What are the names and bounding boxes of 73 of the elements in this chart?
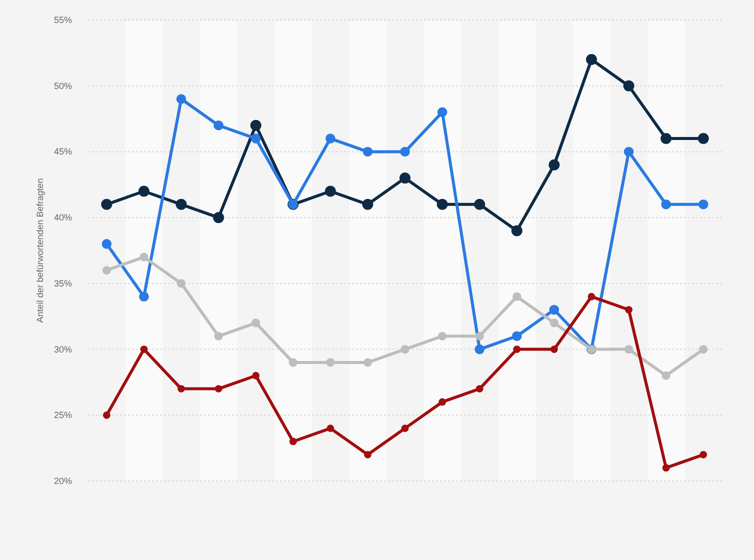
point <box>660 133 672 144</box>
point <box>324 186 336 197</box>
point <box>102 411 110 419</box>
point <box>549 304 560 315</box>
point <box>586 54 597 66</box>
point <box>475 332 484 340</box>
point <box>624 344 634 354</box>
point <box>176 279 186 288</box>
point <box>289 438 297 446</box>
point <box>588 292 596 300</box>
point <box>400 344 410 354</box>
y-axis-title: Anteil der befürwortenden Befragten <box>35 178 45 323</box>
point <box>474 198 486 210</box>
point <box>511 225 522 236</box>
point <box>438 398 446 406</box>
point <box>698 133 709 144</box>
point <box>326 424 334 432</box>
point <box>437 107 448 118</box>
point <box>548 159 560 170</box>
point <box>102 239 112 249</box>
point <box>700 450 708 458</box>
point <box>176 198 187 210</box>
y-tick-label: 55% <box>54 15 72 25</box>
point <box>326 358 335 367</box>
point <box>362 146 373 157</box>
point <box>550 346 558 353</box>
y-tick-label: 45% <box>54 146 72 157</box>
point <box>213 212 224 224</box>
y-tick-label: 20% <box>54 476 72 486</box>
y-tick-label: 30% <box>54 344 72 354</box>
point <box>400 146 410 157</box>
point <box>214 120 224 130</box>
point <box>362 198 374 210</box>
point <box>250 134 261 144</box>
point <box>326 134 336 144</box>
y-tick-label: 35% <box>54 278 72 288</box>
point <box>512 292 522 301</box>
y-tick-label: 50% <box>54 80 72 91</box>
point <box>214 385 222 392</box>
point <box>436 198 448 210</box>
point <box>662 464 670 472</box>
point <box>101 198 112 210</box>
point <box>214 332 223 340</box>
point <box>363 358 372 367</box>
point <box>698 200 708 210</box>
point <box>550 318 558 328</box>
point <box>364 450 372 458</box>
point <box>512 331 522 342</box>
point <box>102 266 111 275</box>
point <box>623 80 634 92</box>
point <box>400 172 410 184</box>
point <box>699 344 708 354</box>
point <box>624 146 634 157</box>
point <box>476 385 484 392</box>
point <box>438 332 447 340</box>
point <box>401 424 409 432</box>
point <box>139 292 149 302</box>
point <box>662 371 670 380</box>
point <box>250 120 262 131</box>
point <box>138 186 150 197</box>
point <box>288 358 298 367</box>
point <box>252 318 260 328</box>
point <box>178 385 185 392</box>
point <box>140 252 148 262</box>
point <box>513 346 521 353</box>
point <box>661 200 671 210</box>
point <box>140 346 148 353</box>
point <box>176 94 186 104</box>
y-tick-label: 25% <box>54 410 72 420</box>
point <box>252 372 260 380</box>
point <box>474 344 484 354</box>
point <box>625 306 632 314</box>
y-tick-label: 40% <box>54 212 72 223</box>
